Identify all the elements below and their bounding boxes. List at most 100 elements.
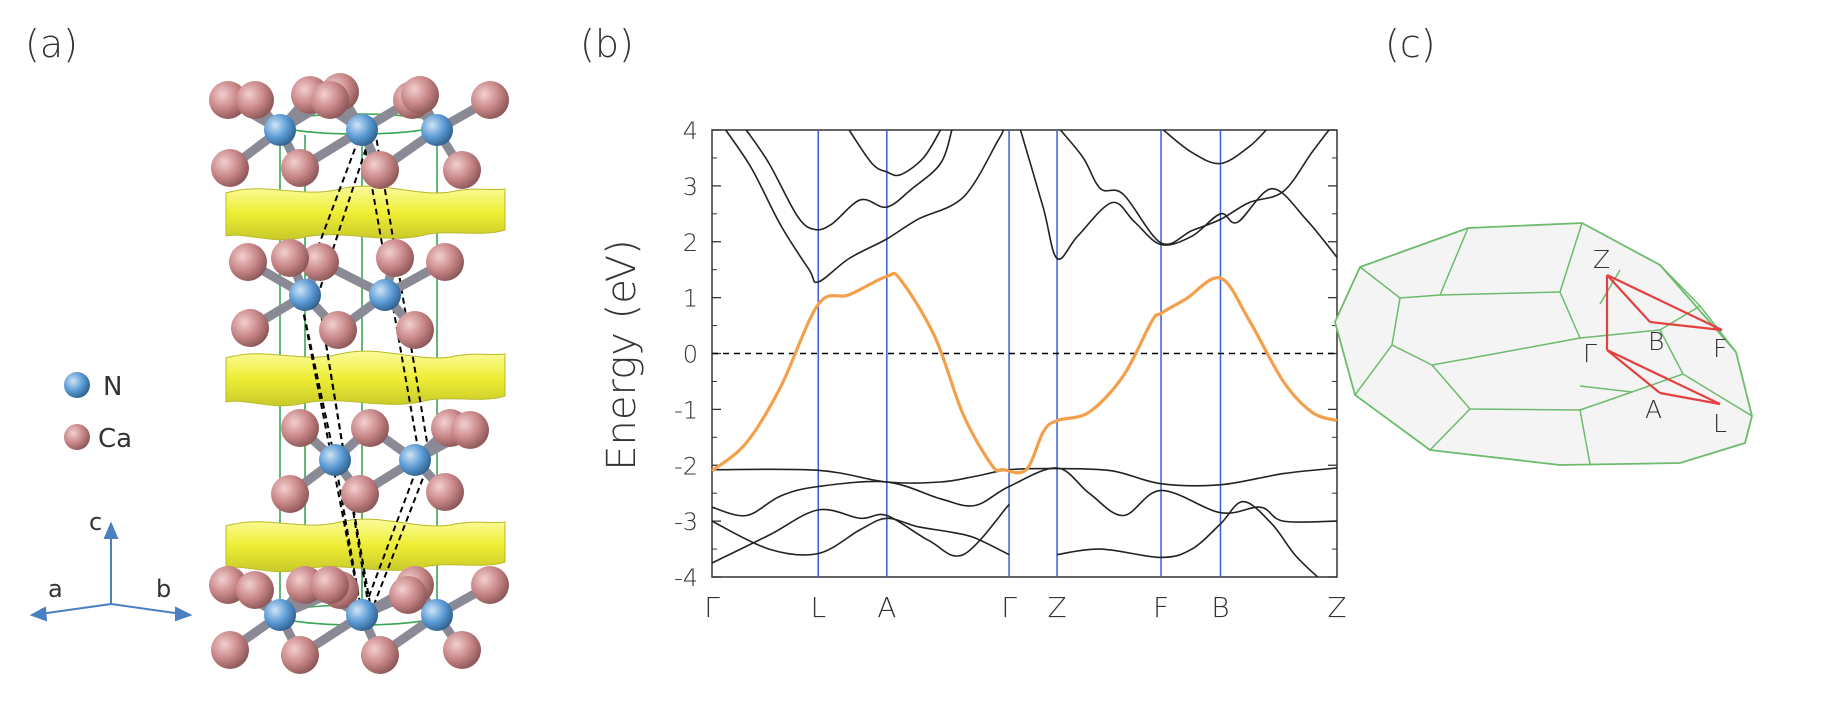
band-line: [725, 129, 1005, 284]
panel-label-c: (c): [1385, 22, 1436, 66]
y-tick-label: 1: [683, 285, 698, 313]
n-atom: [264, 599, 296, 631]
ca-atom: [271, 475, 309, 513]
ca-atom: [281, 409, 319, 447]
n-atom: [264, 114, 296, 146]
band-line: [711, 467, 1338, 523]
element-legend: N Ca: [64, 372, 132, 454]
charge-slab: [225, 350, 506, 407]
atoms: [209, 73, 509, 674]
y-tick-label: -4: [674, 564, 698, 592]
bz-edges: [1354, 222, 1753, 465]
ca-atom: [209, 81, 247, 119]
ca-atom: [211, 631, 249, 669]
band-line: [1019, 129, 1338, 261]
n-atom: [421, 114, 453, 146]
n-atom: [421, 599, 453, 631]
bz-point-label: Γ: [1583, 339, 1597, 368]
band-line: [1056, 500, 1319, 578]
kpath: [1605, 274, 1723, 406]
y-tick-label: 0: [683, 341, 698, 369]
y-axis-label: Energy (eV): [599, 239, 645, 470]
band-line: [711, 467, 1338, 487]
ca-atom: [301, 243, 339, 281]
charge-slab: [225, 518, 506, 573]
panel-label-b: (b): [580, 22, 634, 66]
ca-atom: [396, 311, 434, 349]
ca-atom: [341, 475, 379, 513]
kpoint-label: F: [1153, 591, 1169, 624]
ca-atom: [443, 631, 481, 669]
band-line: [711, 503, 1010, 564]
bz-point-label: A: [1645, 395, 1662, 424]
bz-point-label: F: [1713, 334, 1727, 363]
ca-atom: [319, 311, 357, 349]
n-atom: [399, 444, 431, 476]
legend-ca-ball: [64, 424, 90, 450]
ca-atom: [211, 149, 249, 187]
n-atom: [289, 279, 321, 311]
kpoint-label: Z: [1327, 591, 1346, 624]
ca-atom: [443, 151, 481, 189]
ca-atom: [401, 76, 439, 114]
ca-atom: [231, 309, 269, 347]
kpoint-label: A: [877, 591, 896, 624]
ca-atom: [229, 243, 267, 281]
ca-atom: [236, 81, 274, 119]
axis-label-c: c: [89, 508, 102, 536]
ca-atom: [426, 473, 464, 511]
kpoint-label: Γ: [704, 591, 720, 624]
ca-atom: [311, 566, 349, 604]
crystal-structure: [209, 73, 509, 674]
band-lines: [710, 129, 1338, 578]
highlighted-band: [710, 271, 1338, 475]
kpoint-label: Z: [1047, 591, 1066, 624]
ca-atom: [281, 149, 319, 187]
ca-atom: [451, 411, 489, 449]
panel-label-a: (a): [25, 22, 78, 66]
ca-atom: [361, 151, 399, 189]
ca-atom: [311, 81, 349, 119]
bz-point-label: Z: [1593, 245, 1610, 274]
ca-atom: [236, 571, 274, 609]
ca-atom: [426, 243, 464, 281]
band-line: [848, 129, 942, 177]
n-atom: [346, 114, 378, 146]
charge-density-slabs: [225, 185, 506, 573]
axis-label-a: a: [48, 575, 63, 603]
y-tick-label: 2: [683, 229, 698, 257]
y-tick-label: -3: [674, 508, 698, 536]
axis-label-b: b: [156, 575, 171, 603]
bz-point-label: B: [1648, 327, 1664, 356]
kpoint-label: Γ: [1001, 591, 1017, 624]
band-line: [1162, 129, 1267, 165]
kpoint-label: L: [810, 591, 826, 624]
ca-atom: [471, 566, 509, 604]
y-tick-label: 3: [683, 173, 698, 201]
ca-atom: [271, 239, 309, 277]
ca-atom: [361, 636, 399, 674]
ca-atom: [389, 576, 427, 614]
lattice-axes: [29, 521, 193, 622]
band-line: [1059, 129, 1330, 246]
band-line: [711, 517, 1010, 556]
n-atom: [319, 444, 351, 476]
charge-slab: [225, 185, 506, 241]
ca-atom: [351, 409, 389, 447]
y-tick-label: 4: [683, 117, 698, 145]
y-tick-label: -2: [674, 452, 698, 480]
ca-atom: [471, 81, 509, 119]
y-tick-labels: 4 3 2 1 0 -1 -2 -3 -4: [674, 117, 698, 592]
kpoint-label: B: [1211, 591, 1229, 624]
legend-n-ball: [64, 372, 90, 398]
ca-atom: [376, 239, 414, 277]
legend-n-label: N: [103, 372, 122, 402]
bz-point-label: L: [1713, 409, 1727, 438]
brillouin-zone: Z B F Γ A L: [1334, 222, 1753, 466]
n-atom: [369, 279, 401, 311]
band-line: [745, 129, 953, 231]
ca-atom: [281, 636, 319, 674]
n-atom: [346, 599, 378, 631]
